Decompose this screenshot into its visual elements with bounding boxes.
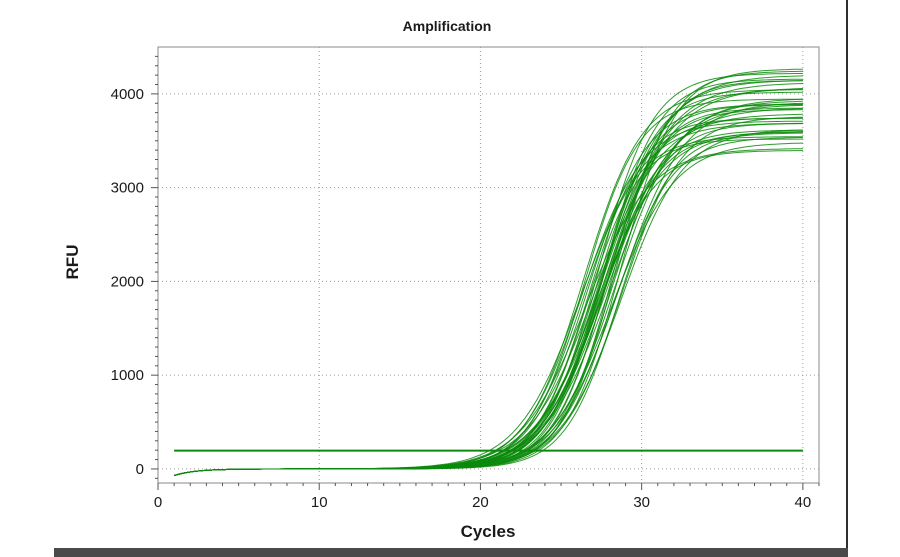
chart-title: Amplification [403, 18, 492, 34]
amplification-curve [173, 136, 803, 476]
y-tick-label: 4000 [111, 86, 144, 103]
amplification-curve [173, 75, 803, 476]
amplification-curve [173, 131, 803, 476]
amplification-curve [173, 100, 803, 476]
amplification-curve [173, 116, 803, 476]
amplification-curve [173, 104, 803, 476]
amplification-curve [173, 68, 803, 476]
amplification-curve [173, 123, 803, 476]
amplification-curve [173, 132, 803, 476]
amplification-curve [173, 88, 803, 476]
amplification-curve [173, 109, 803, 476]
amplification-curve [173, 113, 803, 476]
y-tick-label: 1000 [111, 367, 144, 384]
amplification-curve [173, 122, 803, 476]
grid-lines [158, 47, 819, 483]
amplification-curves [173, 68, 803, 476]
amplification-curve [173, 117, 803, 476]
x-tick-label: 0 [154, 494, 162, 511]
x-tick-label: 40 [795, 494, 812, 511]
amplification-curve [173, 88, 803, 476]
amplification-curve [173, 98, 803, 476]
amplification-curve [173, 129, 803, 476]
plot-area [157, 46, 820, 484]
amplification-curve [173, 150, 803, 476]
amplification-curve [173, 117, 803, 476]
amplification-curve [173, 131, 803, 476]
x-tick-label: 20 [472, 494, 489, 511]
amplification-curve [173, 108, 803, 476]
window-bottom-bar [54, 548, 848, 557]
x-tick-label: 30 [633, 494, 650, 511]
axis-ticks: 0 10 20 30 40 0 1000 2000 3000 4000 [111, 55, 820, 511]
amplification-curve [173, 142, 803, 476]
amplification-curve [173, 148, 803, 476]
amplification-curve [173, 138, 803, 476]
x-axis-label: Cycles [461, 522, 516, 541]
amplification-curve [173, 73, 803, 476]
chart-window [54, 0, 848, 548]
y-tick-label: 0 [136, 461, 144, 478]
x-tick-label: 10 [311, 494, 328, 511]
amplification-curve [173, 78, 803, 476]
y-tick-label: 3000 [111, 180, 144, 197]
amplification-curve [173, 103, 803, 476]
amplification-curve [173, 91, 803, 476]
amplification-curve [173, 102, 803, 476]
amplification-curve [173, 137, 803, 476]
amplification-curve [173, 107, 803, 476]
y-axis-label: RFU [63, 245, 82, 280]
amplification-curve [173, 129, 803, 476]
amplification-curve [173, 120, 803, 476]
amplification-curve [173, 104, 803, 476]
y-tick-label: 2000 [111, 273, 144, 290]
